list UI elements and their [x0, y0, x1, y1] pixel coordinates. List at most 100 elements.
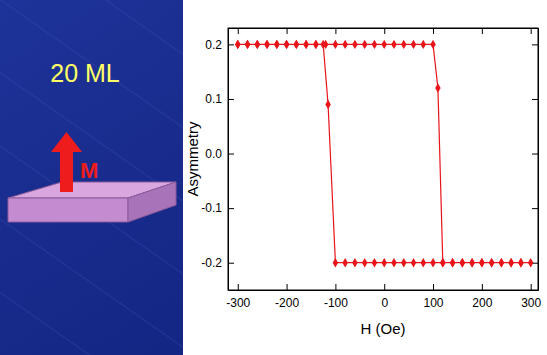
x-axis-title: H (Oe) [361, 320, 406, 337]
magnetization-label: M [80, 158, 98, 183]
marker [333, 258, 338, 267]
marker [313, 40, 318, 49]
marker [508, 258, 513, 267]
plot-frame [228, 28, 538, 290]
film-side [128, 182, 176, 222]
tick-mark [228, 44, 234, 45]
tick [532, 44, 538, 45]
marker [421, 40, 426, 49]
tick-mark [433, 284, 434, 290]
marker [245, 40, 250, 49]
tick-mark [228, 154, 234, 155]
x-axis: -300 -200 -100 0 100 200 300 [226, 284, 541, 310]
marker [440, 258, 445, 267]
marker [435, 83, 440, 92]
tick: 0 [381, 284, 388, 310]
tick-mark [384, 28, 385, 34]
marker [469, 258, 474, 267]
marker [518, 258, 523, 267]
tick: 0.2 [205, 38, 234, 52]
tick [335, 28, 336, 34]
tick-label: 0.0 [205, 147, 222, 161]
arrow-head [51, 132, 82, 152]
tick: -0.1 [201, 201, 234, 215]
tick-mark [532, 99, 538, 100]
marker [274, 40, 279, 49]
tick [482, 28, 483, 34]
marker [391, 40, 396, 49]
film-sample [8, 182, 176, 222]
tick-label: 0.2 [205, 38, 222, 52]
tick-mark [228, 208, 234, 209]
tick-mark [238, 284, 239, 290]
tick [287, 28, 288, 34]
marker [372, 40, 377, 49]
tick-mark [335, 28, 336, 34]
marker [411, 40, 416, 49]
tick [384, 28, 385, 34]
tick: -0.2 [201, 256, 234, 270]
marker [469, 258, 474, 267]
marker [352, 258, 357, 267]
background-lines [0, 0, 547, 355]
marker [303, 40, 308, 49]
marker [352, 40, 357, 49]
tick [238, 28, 239, 34]
tick-label: -100 [324, 296, 348, 310]
marker [245, 40, 250, 49]
tick-mark [433, 28, 434, 34]
marker [430, 40, 435, 49]
marker [391, 258, 396, 267]
tick: 0.1 [205, 92, 234, 106]
y-axis: -0.2 -0.1 0.0 0.1 0.2 [201, 29, 234, 291]
tick-mark [287, 284, 288, 290]
tick-mark [482, 28, 483, 34]
tick-label: 300 [521, 296, 541, 310]
marker [489, 258, 494, 267]
tick: -100 [324, 284, 348, 310]
marker [381, 40, 386, 49]
tick-mark [532, 44, 538, 45]
marker [235, 40, 240, 49]
tick [433, 28, 434, 34]
marker [528, 258, 533, 267]
tick-label: 200 [472, 296, 492, 310]
marker [479, 258, 484, 267]
marker [450, 258, 455, 267]
marker [450, 258, 455, 267]
marker [499, 258, 504, 267]
marker [362, 258, 367, 267]
marker [460, 258, 465, 267]
tick-mark [531, 284, 532, 290]
slide: 20 ML M -300 -200 -100 0 100 200 300 -0.2 -0.1 0.0 0… [0, 0, 547, 355]
marker [303, 40, 308, 49]
film-front [8, 198, 128, 222]
marker [362, 40, 367, 49]
tick-mark [531, 28, 532, 34]
marker [508, 258, 513, 267]
tick-mark [238, 28, 239, 34]
plot-area [235, 40, 533, 268]
tick-mark [228, 263, 234, 264]
marker [333, 40, 338, 49]
thickness-label: 20 ML [50, 59, 120, 87]
tick-mark [482, 284, 483, 290]
marker [320, 40, 325, 49]
marker [401, 40, 406, 49]
marker [479, 258, 484, 267]
tick: 0.0 [205, 147, 234, 161]
tick: 100 [424, 284, 444, 310]
tick-mark [228, 99, 234, 100]
tick-label: -300 [226, 296, 250, 310]
marker [421, 258, 426, 267]
marker [235, 40, 240, 49]
marker [342, 258, 347, 267]
marker [411, 258, 416, 267]
marker [401, 258, 406, 267]
tick-mark [384, 284, 385, 290]
marker [440, 258, 445, 267]
marker [489, 258, 494, 267]
tick-label: -0.1 [201, 201, 222, 215]
marker [294, 40, 299, 49]
tick-label: -200 [275, 296, 299, 310]
